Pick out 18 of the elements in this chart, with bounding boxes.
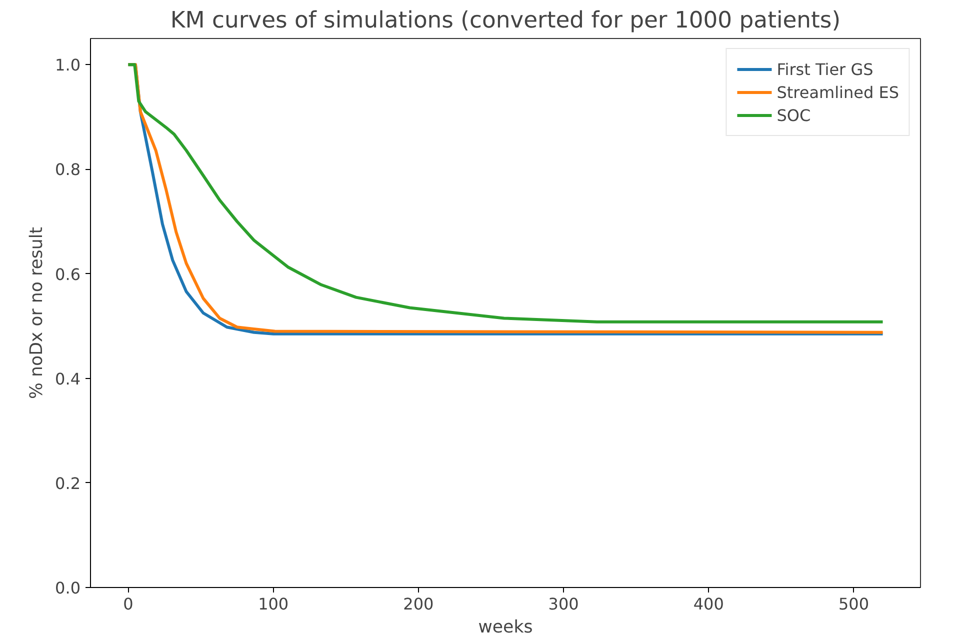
legend-label: SOC bbox=[776, 106, 811, 124]
y-tick-label: 0.0 bbox=[55, 578, 81, 598]
legend-label: First Tier GS bbox=[776, 60, 874, 78]
x-tick-label: 0 bbox=[123, 594, 134, 614]
y-tick-label: 0.6 bbox=[55, 264, 81, 284]
x-axis-title: weeks bbox=[478, 618, 533, 638]
y-tick-label: 0.8 bbox=[55, 160, 81, 180]
y-tick-label: 0.4 bbox=[55, 369, 81, 388]
x-tick-label: 500 bbox=[838, 594, 870, 614]
x-tick-label: 400 bbox=[693, 594, 724, 614]
x-tick-label: 200 bbox=[403, 594, 434, 614]
legend-label: Streamlined ES bbox=[776, 82, 899, 102]
chart-title: KM curves of simulations (converted for per 1000 patients) bbox=[170, 8, 841, 34]
y-tick-label: 1.0 bbox=[55, 56, 81, 75]
x-tick-label: 100 bbox=[258, 594, 289, 614]
x-tick-label: 300 bbox=[548, 594, 579, 614]
y-tick-label: 0.2 bbox=[55, 474, 81, 493]
y-axis-title: % noDx or no result bbox=[27, 226, 48, 400]
